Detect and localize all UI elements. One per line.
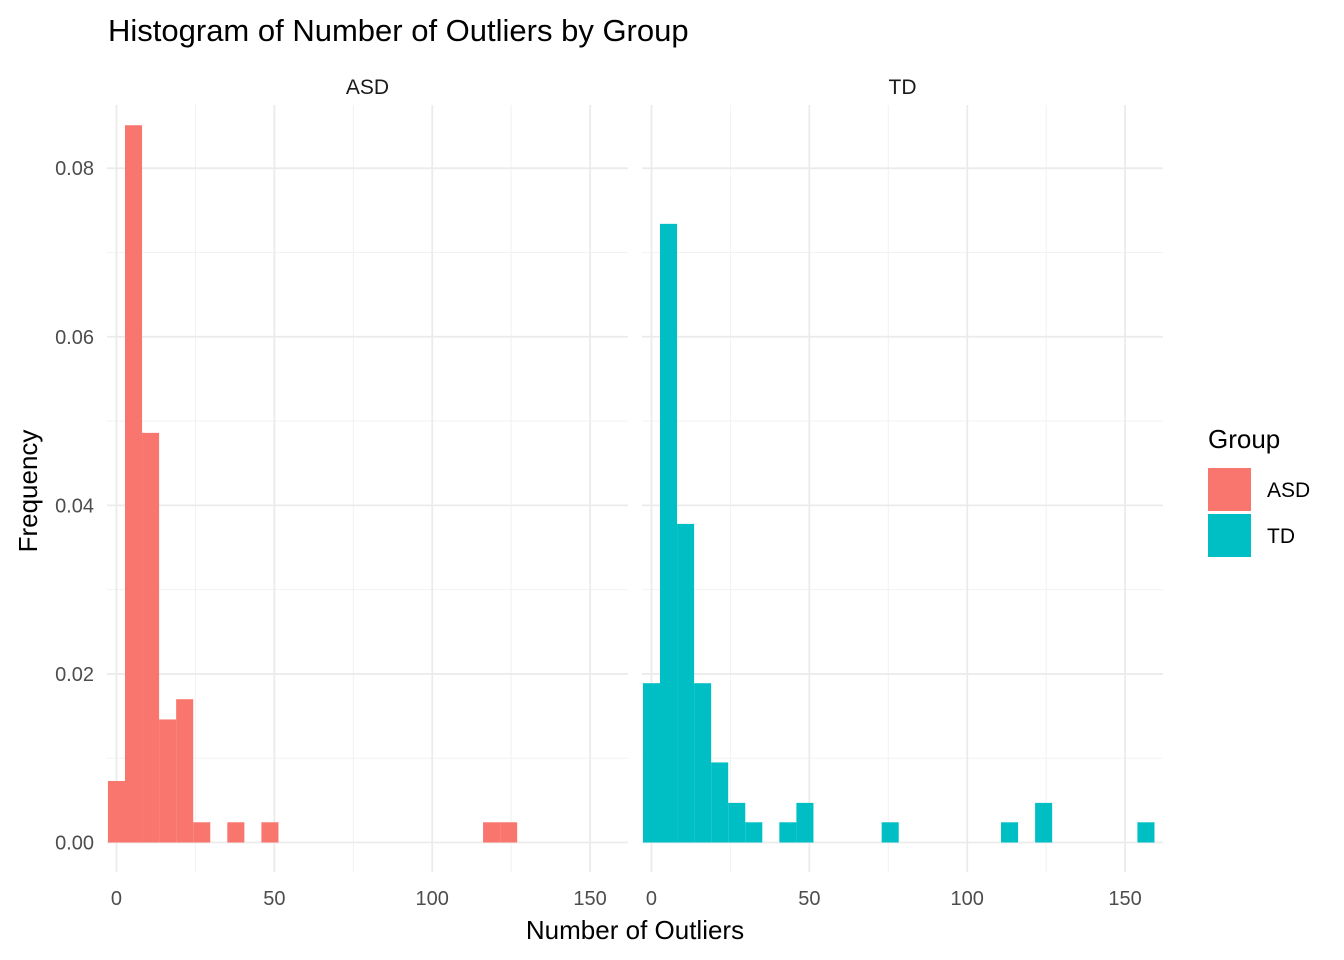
histogram-bar bbox=[124, 125, 143, 843]
histogram-bar bbox=[1137, 822, 1155, 843]
facet-strip-label: TD bbox=[889, 76, 917, 99]
histogram-bar bbox=[694, 683, 712, 843]
histogram-bar bbox=[711, 762, 729, 843]
histogram-bar bbox=[881, 822, 899, 843]
histogram-bar bbox=[107, 780, 125, 843]
y-tick-label: 0.08 bbox=[55, 158, 94, 180]
histogram-bar bbox=[659, 223, 678, 843]
histogram-bar bbox=[142, 432, 160, 843]
histogram-bar bbox=[779, 822, 797, 843]
legend-key-td bbox=[1208, 514, 1251, 557]
x-tick-label: 150 bbox=[1108, 888, 1141, 910]
facet-strip-label: ASD bbox=[346, 76, 389, 99]
histogram-bar bbox=[1035, 802, 1053, 843]
legend: Group ASD TD bbox=[1208, 424, 1310, 557]
x-tick-label: 100 bbox=[951, 888, 984, 910]
histogram-bar bbox=[677, 523, 695, 843]
x-axis-title: Number of Outliers bbox=[526, 915, 744, 945]
histogram-bar bbox=[261, 822, 279, 843]
x-tick-label: 0 bbox=[111, 888, 122, 910]
x-tick-label: 100 bbox=[416, 888, 449, 910]
histogram-bar bbox=[642, 683, 660, 843]
y-tick-label: 0.00 bbox=[55, 833, 94, 855]
facet-panel-asd: ASD 0 50 100 150 bbox=[107, 76, 628, 910]
facet-panels: ASD 0 50 100 150 TD 0 50 100 150 0.00 0.02 0.04 0.06 0… bbox=[55, 76, 1163, 910]
y-tick-label: 0.04 bbox=[55, 495, 94, 517]
facet-panel-td: TD 0 50 100 150 bbox=[642, 76, 1163, 910]
legend-title: Group bbox=[1208, 424, 1280, 454]
histogram-bar bbox=[227, 822, 245, 843]
histogram-bar bbox=[500, 822, 518, 843]
legend-key-asd bbox=[1208, 468, 1251, 511]
histogram-bar bbox=[745, 822, 763, 843]
legend-label: ASD bbox=[1267, 479, 1310, 502]
y-tick-label: 0.02 bbox=[55, 664, 94, 686]
legend-label: TD bbox=[1267, 525, 1295, 548]
y-tick-label: 0.06 bbox=[55, 327, 94, 349]
histogram-bar bbox=[176, 699, 194, 843]
histogram-bar bbox=[483, 822, 501, 843]
x-tick-label: 50 bbox=[263, 888, 285, 910]
histogram-bar bbox=[796, 802, 814, 843]
chart-title: Histogram of Number of Outliers by Group bbox=[108, 13, 689, 48]
x-tick-label: 150 bbox=[573, 888, 606, 910]
histogram-bar bbox=[728, 802, 746, 843]
histogram-bar bbox=[159, 719, 177, 843]
x-tick-label: 0 bbox=[646, 888, 657, 910]
y-axis-title: Frequency bbox=[13, 430, 43, 553]
x-tick-label: 50 bbox=[798, 888, 820, 910]
histogram-bar bbox=[1001, 822, 1019, 843]
histogram-bar bbox=[193, 822, 211, 843]
